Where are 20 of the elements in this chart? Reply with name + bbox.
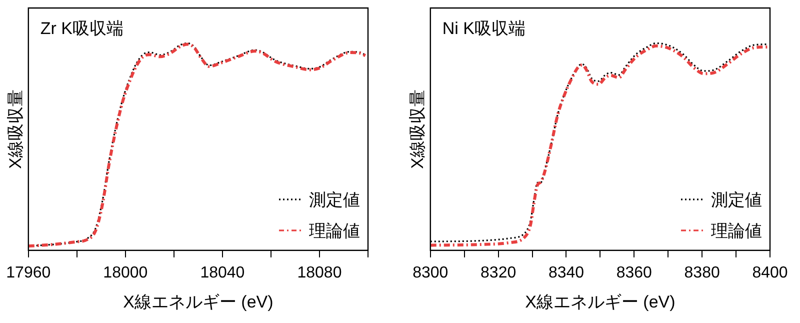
legend-label: 理論値 [309,221,360,240]
x-tick-label: 8300 [412,264,448,282]
x-axis-title: X線エネルギー (eV) [123,292,274,312]
x-tick-label: 8340 [548,264,584,282]
legend-label: 測定値 [711,190,762,210]
x-tick-label: 18000 [103,264,148,282]
x-tick-label: 18040 [200,264,245,282]
x-tick-label: 8380 [684,264,720,282]
x-tick-label: 8400 [752,264,788,282]
y-axis-title: X線吸収量 [408,90,427,169]
chart-title: Ni K吸収端 [442,19,526,38]
y-axis-title: X線吸収量 [6,90,25,169]
legend-label: 測定値 [309,190,360,210]
chart-title: Zr K吸収端 [40,19,124,38]
legend-label: 理論値 [711,221,762,240]
x-tick-label: 17960 [6,264,51,282]
x-tick-label: 8320 [480,264,516,282]
x-tick-label: 18080 [297,264,342,282]
x-axis-title: X線エネルギー (eV) [525,292,676,312]
x-tick-label: 8360 [616,264,652,282]
